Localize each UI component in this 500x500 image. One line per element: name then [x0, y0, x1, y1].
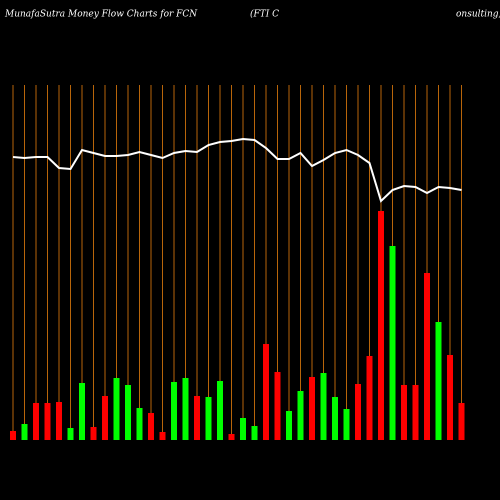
bar: [343, 409, 350, 440]
bar: [136, 408, 143, 440]
bar: [458, 403, 465, 440]
bar: [159, 432, 166, 440]
bar: [309, 377, 315, 440]
bar: [401, 385, 407, 440]
bar: [320, 373, 327, 440]
chart-subtitle: (FTI C: [250, 9, 279, 20]
bar: [412, 385, 419, 440]
bar: [240, 418, 246, 440]
bar: [435, 322, 442, 440]
bar: [10, 431, 16, 440]
bar: [90, 427, 97, 440]
bar: [378, 211, 384, 440]
bar: [67, 428, 74, 440]
bar: [194, 396, 200, 440]
bar: [113, 378, 120, 440]
bar: [56, 402, 62, 440]
bar: [125, 385, 131, 440]
bar: [217, 381, 223, 440]
bar: [33, 403, 39, 440]
bar: [205, 397, 212, 440]
chart-subtitle-right: onsulting,: [456, 10, 500, 20]
bar: [182, 378, 189, 440]
bar: [102, 396, 108, 440]
bar: [389, 246, 396, 440]
bar: [274, 372, 281, 440]
bar: [79, 383, 85, 440]
bar: [44, 403, 51, 440]
price-line: [12, 137, 462, 203]
bar: [447, 355, 453, 440]
bar: [251, 426, 258, 440]
bar: [21, 424, 28, 440]
bar: [297, 391, 304, 440]
bar: [424, 273, 430, 440]
bar: [148, 413, 154, 440]
bar: [332, 397, 338, 440]
bar: [286, 411, 292, 440]
bar: [355, 384, 361, 440]
bar: [263, 344, 269, 440]
chart-title: MunafaSutra Money Flow Charts for FCN: [4, 10, 198, 20]
bar: [171, 382, 177, 440]
bar: [228, 434, 235, 440]
bar: [366, 356, 373, 440]
